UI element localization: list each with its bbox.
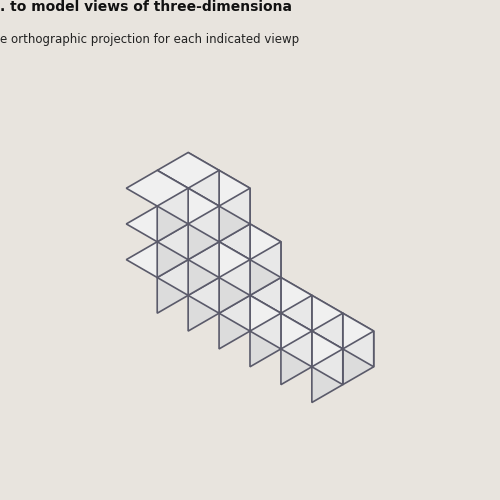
Polygon shape [281, 296, 312, 349]
Polygon shape [219, 296, 281, 331]
Polygon shape [250, 260, 281, 313]
Polygon shape [250, 278, 312, 313]
Polygon shape [188, 206, 219, 260]
Polygon shape [219, 224, 250, 278]
Polygon shape [188, 242, 250, 278]
Polygon shape [157, 152, 219, 188]
Polygon shape [281, 331, 343, 367]
Text: e orthographic projection for each indicated viewp: e orthographic projection for each indic… [0, 32, 299, 46]
Polygon shape [188, 188, 219, 242]
Polygon shape [188, 278, 250, 313]
Polygon shape [188, 188, 219, 242]
Polygon shape [312, 296, 343, 349]
Polygon shape [219, 206, 250, 260]
Polygon shape [157, 188, 219, 224]
Polygon shape [188, 170, 250, 206]
Polygon shape [219, 188, 250, 242]
Polygon shape [250, 278, 281, 331]
Polygon shape [188, 152, 219, 206]
Polygon shape [281, 313, 312, 367]
Polygon shape [157, 242, 188, 296]
Polygon shape [157, 224, 219, 260]
Polygon shape [188, 170, 219, 224]
Polygon shape [157, 260, 188, 313]
Polygon shape [157, 170, 188, 224]
Polygon shape [219, 260, 281, 296]
Polygon shape [219, 296, 250, 349]
Polygon shape [250, 224, 281, 278]
Polygon shape [188, 206, 250, 242]
Polygon shape [157, 206, 188, 260]
Polygon shape [312, 331, 343, 384]
Text: . to model views of three-dimensiona: . to model views of three-dimensiona [0, 0, 292, 14]
Polygon shape [157, 224, 188, 278]
Polygon shape [219, 278, 250, 331]
Polygon shape [219, 170, 250, 224]
Polygon shape [250, 313, 281, 367]
Polygon shape [126, 242, 188, 278]
Polygon shape [312, 313, 374, 349]
Polygon shape [312, 349, 343, 403]
Polygon shape [250, 313, 312, 349]
Polygon shape [343, 331, 374, 384]
Polygon shape [281, 278, 312, 331]
Polygon shape [219, 224, 281, 260]
Polygon shape [126, 206, 188, 242]
Polygon shape [250, 296, 281, 349]
Polygon shape [219, 260, 250, 313]
Polygon shape [157, 188, 219, 224]
Polygon shape [188, 242, 219, 296]
Polygon shape [219, 242, 250, 296]
Polygon shape [281, 331, 312, 384]
Polygon shape [188, 206, 219, 260]
Polygon shape [343, 313, 374, 367]
Polygon shape [250, 242, 281, 296]
Polygon shape [188, 242, 219, 296]
Polygon shape [188, 260, 219, 313]
Polygon shape [219, 242, 250, 296]
Polygon shape [281, 296, 343, 331]
Polygon shape [126, 170, 188, 206]
Polygon shape [157, 224, 219, 260]
Polygon shape [188, 242, 250, 278]
Polygon shape [219, 260, 250, 313]
Polygon shape [188, 278, 219, 331]
Polygon shape [188, 224, 219, 278]
Polygon shape [188, 224, 219, 278]
Polygon shape [157, 260, 219, 296]
Polygon shape [312, 313, 343, 367]
Polygon shape [157, 188, 188, 242]
